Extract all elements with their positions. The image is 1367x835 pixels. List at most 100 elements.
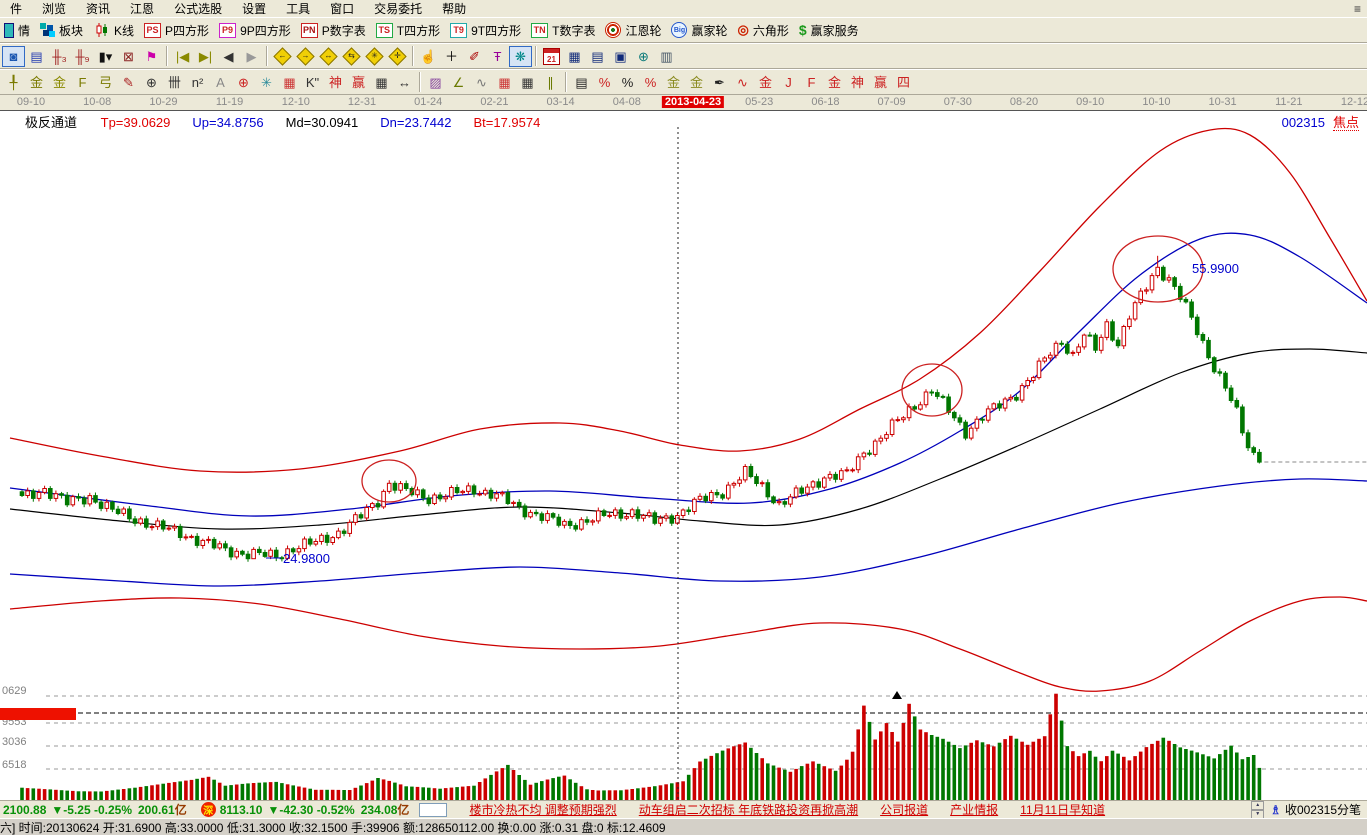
menu-item-交易委托[interactable]: 交易委托 (374, 2, 423, 16)
pencil-angle-icon[interactable]: ∠ (452, 74, 465, 90)
wave-tool-icon[interactable]: ❋ (509, 45, 532, 67)
stock-name[interactable]: 焦点 (1332, 115, 1359, 131)
save-icon[interactable]: ▣ (614, 48, 627, 64)
shortcut-t9-square[interactable]: T9 9T四方形 (447, 20, 528, 41)
gold-grid-icon[interactable]: 金 (29, 74, 43, 90)
menu-item-资讯[interactable]: 资讯 (86, 2, 111, 16)
menu-item-江恩[interactable]: 江恩 (130, 2, 155, 16)
alert-person-icon[interactable]: ♗ (1270, 802, 1281, 817)
shortcut-gann-wheel[interactable]: 江恩轮 (602, 20, 668, 41)
fan-grid-icon[interactable]: ▨ (429, 74, 442, 90)
shortcut-quote[interactable]: 情 (1, 20, 37, 41)
compress-icon[interactable]: ⇆ (340, 46, 363, 67)
gold-grid2-icon[interactable]: 金 (52, 74, 66, 90)
crosshair-tool-icon[interactable]: ＋ (444, 48, 458, 64)
mirror-a-icon[interactable]: A (216, 74, 225, 90)
hand-tool-icon[interactable]: ☝ (420, 48, 437, 64)
j-angle-icon[interactable]: J (785, 74, 792, 90)
shen-angle-icon[interactable]: 神 (850, 74, 864, 90)
news-link[interactable]: 动车组启二次招标 年底铁路投资再掀高潮 (638, 803, 859, 817)
shortcut-p9-square[interactable]: P9 9P四方形 (216, 20, 298, 41)
menu-item-窗口[interactable]: 窗口 (330, 2, 355, 16)
k-pattern-icon[interactable]: ⊠ (123, 48, 134, 64)
news-link[interactable]: 11月11日早知道 (1020, 803, 1106, 817)
menu-item-公式选股[interactable]: 公式选股 (174, 2, 223, 16)
ink-pen-icon[interactable]: ✒ (714, 74, 725, 90)
shortcut-hexagon[interactable]: ◎ 六角形 (735, 20, 796, 41)
square-n2-icon[interactable]: n² (191, 74, 204, 90)
menu-item-帮助[interactable]: 帮助 (442, 2, 467, 16)
grid-black-icon[interactable]: ▦ (521, 74, 534, 90)
candle-type-icon[interactable]: ▮▾ (98, 48, 113, 64)
wave-v-icon[interactable]: ∿ (476, 74, 487, 90)
gold-red-icon[interactable]: 金 (758, 74, 772, 90)
last-bar-icon[interactable]: ▶| (198, 48, 213, 64)
menu-item-工具[interactable]: 工具 (286, 2, 311, 16)
info-panel-icon[interactable]: ▤ (30, 48, 43, 64)
fibonacci-icon[interactable]: F (78, 74, 87, 90)
spiral-icon[interactable]: 弓 (98, 74, 112, 90)
notes-icon[interactable]: ▤ (591, 48, 604, 64)
grid-red2-icon[interactable]: ▦ (498, 74, 511, 90)
shortcut-t-number[interactable]: TN T数字表 (528, 20, 602, 41)
ruler-comb-icon[interactable]: 卌 (167, 74, 181, 90)
kline-small-9-icon[interactable]: ╫₉ (75, 48, 90, 64)
menu-item-浏览[interactable]: 浏览 (42, 2, 67, 16)
first-bar-icon[interactable]: |◀ (175, 48, 190, 64)
percent-icon[interactable]: % (621, 74, 634, 90)
win-tool-icon[interactable]: 赢 (351, 74, 365, 90)
menu-lines-icon[interactable]: ≡ (1353, 1, 1361, 16)
pan-right-icon[interactable]: → (294, 46, 317, 67)
percent-eq-icon[interactable]: % (644, 74, 657, 90)
gold-angle-icon[interactable]: 金 (827, 74, 841, 90)
si-angle-icon[interactable]: 四 (896, 74, 910, 90)
menu-item-件[interactable]: 件 (10, 2, 23, 16)
calculator-icon[interactable]: ▦ (568, 48, 581, 64)
remote-pc-icon[interactable]: ▥ (660, 48, 673, 64)
cross-move-icon[interactable]: ✛ (386, 46, 409, 67)
spider-web-icon[interactable]: ✳ (261, 74, 272, 90)
next-bar-icon[interactable]: ▶ (246, 48, 257, 64)
news-link[interactable]: 公司报道 (880, 803, 929, 817)
news-link[interactable]: 产业情报 (950, 803, 999, 817)
grid-red-icon[interactable]: ▦ (283, 74, 296, 90)
win-angle-icon[interactable]: 赢 (873, 74, 887, 90)
shortcut-winner-wheel[interactable]: Big 赢家轮 (668, 20, 734, 41)
expand-all-icon[interactable]: ✳ (363, 46, 386, 67)
shortcut-kline[interactable]: K线 (90, 20, 141, 41)
wave-red-icon[interactable]: ∿ (737, 74, 748, 90)
winner-logo-icon[interactable]: ◙ (2, 45, 25, 67)
gauge-circle-icon[interactable]: ⊕ (146, 74, 157, 90)
zoom-h-icon[interactable]: ↔ (317, 46, 340, 67)
calendar-icon[interactable]: 21 (540, 46, 563, 67)
parallel-lines-icon[interactable]: ∥ (547, 74, 554, 90)
gann-line-icon[interactable]: ╀ (9, 74, 18, 90)
pan-left-icon[interactable]: ← (271, 46, 294, 67)
percent-line-icon[interactable]: % (598, 74, 611, 90)
trendline-tool-icon[interactable]: ✐ (469, 48, 480, 64)
stats-panel-icon[interactable]: ▤ (575, 74, 588, 90)
tick-link[interactable]: 收002315分笔 (1284, 803, 1361, 817)
news-spinner[interactable]: ▲ ▼ (1251, 800, 1265, 819)
draw-pencil-icon[interactable]: ✎ (123, 74, 134, 90)
measure-h-icon[interactable]: ↔ (398, 74, 411, 90)
quick-input[interactable] (419, 802, 448, 817)
circle-cross-icon[interactable]: ⊕ (238, 74, 249, 90)
menu-item-设置[interactable]: 设置 (242, 2, 267, 16)
gold-line-icon[interactable]: 金 (689, 74, 703, 90)
kline-small-3-icon[interactable]: ╫₃ (52, 48, 67, 64)
gold-circle-icon[interactable]: 金 (666, 74, 680, 90)
shortcut-t-square[interactable]: TS T四方形 (373, 20, 447, 41)
gann-t-tool-icon[interactable]: Ŧ (493, 48, 502, 64)
shen-tool-icon[interactable]: 神 (328, 74, 342, 90)
web-report-icon[interactable]: ⊕ (638, 48, 649, 64)
news-link[interactable]: 楼市冷热不均 调整预期强烈 (469, 803, 617, 817)
shortcut-winner-service[interactable]: $ 赢家服务 (796, 20, 866, 41)
prev-bar-icon[interactable]: ◀ (223, 48, 234, 64)
ruler-123-icon[interactable]: ▦ (375, 74, 388, 90)
shortcut-p-square[interactable]: PS P四方形 (141, 20, 216, 41)
flag-histogram-icon[interactable]: ⚑ (145, 48, 158, 64)
f-angle-icon[interactable]: F (807, 74, 816, 90)
k-quote-icon[interactable]: K" (305, 74, 320, 90)
